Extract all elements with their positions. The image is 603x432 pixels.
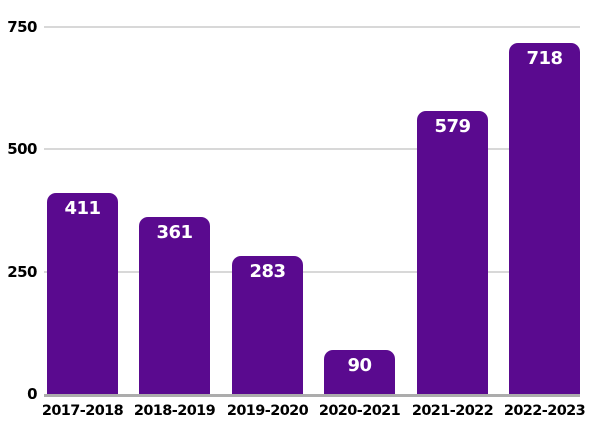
y-axis-tick-label: 500 [7, 140, 37, 159]
bar-value-label: 90 [347, 355, 372, 376]
x-axis-label-2021-2022: 2021-2022 [411, 403, 494, 419]
bar-value-label: 718 [526, 48, 563, 69]
x-axis-label-2020-2021: 2020-2021 [318, 403, 401, 419]
gridline-250 [44, 270, 580, 273]
x-axis-label-2022-2023: 2022-2023 [503, 403, 586, 419]
x-axis-line [44, 394, 580, 397]
bar-2017-2018: 411 [47, 193, 118, 394]
x-axis-label-2019-2020: 2019-2020 [226, 403, 309, 419]
gridline-750 [44, 26, 580, 28]
x-axis-label-2018-2019: 2018-2019 [133, 403, 216, 419]
bar-2020-2021: 90 [324, 350, 395, 394]
y-axis-tick-label: 750 [7, 18, 37, 36]
x-axis-label-2017-2018: 2017-2018 [41, 403, 124, 419]
bar-value-label: 411 [64, 198, 101, 219]
bar-value-label: 283 [249, 261, 286, 282]
y-axis-tick-label: 250 [7, 262, 37, 281]
bar-value-label: 361 [156, 222, 193, 243]
bar-value-label: 579 [434, 116, 471, 137]
bar-2018-2019: 361 [139, 217, 210, 394]
y-axis-tick-label: 0 [27, 385, 37, 403]
bar-2021-2022: 579 [417, 111, 488, 394]
gridline-500 [44, 148, 580, 151]
bar-2022-2023: 718 [509, 43, 580, 394]
bar-2019-2020: 283 [232, 256, 303, 394]
